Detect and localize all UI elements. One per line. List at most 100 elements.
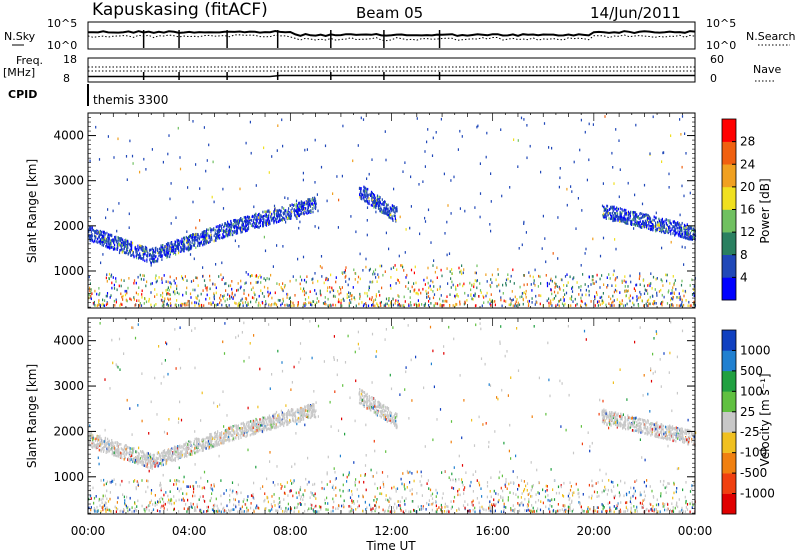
freq-frame <box>87 57 696 83</box>
heatmap-cell <box>481 304 483 308</box>
heatmap-cell <box>649 302 651 306</box>
heatmap-cell <box>382 508 384 512</box>
heatmap-cell <box>398 281 401 284</box>
heatmap-cell <box>197 244 199 248</box>
heatmap-cell <box>232 295 235 299</box>
heatmap-cell <box>615 128 617 131</box>
heatmap-cell <box>552 298 554 301</box>
heatmap-cell <box>418 302 420 306</box>
heatmap-cell <box>429 488 432 492</box>
heatmap-cell <box>438 506 440 509</box>
heatmap-cell <box>342 297 344 301</box>
heatmap-cell <box>125 244 127 247</box>
heatmap-cell <box>684 231 686 234</box>
heatmap-cell <box>686 231 688 235</box>
heatmap-cell <box>301 200 303 204</box>
heatmap-cell <box>128 277 130 280</box>
heatmap-cell <box>203 236 206 239</box>
heatmap-cell <box>593 282 595 285</box>
heatmap-cell <box>218 225 221 229</box>
heatmap-cell <box>424 303 426 307</box>
heatmap-cell <box>486 280 488 283</box>
heatmap-cell <box>247 302 249 306</box>
heatmap-cell <box>636 298 638 301</box>
heatmap-cell <box>135 303 137 307</box>
heatmap-cell <box>204 242 206 246</box>
heatmap-cell <box>553 498 556 501</box>
heatmap-cell <box>623 208 626 212</box>
heatmap-cell <box>521 492 523 495</box>
heatmap-cell <box>215 497 217 501</box>
heatmap-cell <box>178 480 181 483</box>
heatmap-cell <box>275 218 277 221</box>
heatmap-cell <box>115 483 117 486</box>
heatmap-cell <box>139 245 141 249</box>
heatmap-cell <box>431 502 433 506</box>
heatmap-cell <box>621 208 623 211</box>
heatmap-cell <box>686 503 689 506</box>
heatmap-cell <box>491 510 493 513</box>
heatmap-cell <box>678 510 680 514</box>
heatmap-cell <box>332 289 335 292</box>
heatmap-cell <box>665 229 667 233</box>
heatmap-cell <box>244 226 247 230</box>
heatmap-cell <box>639 217 641 220</box>
heatmap-cell <box>384 200 386 204</box>
heatmap-cell <box>270 216 272 220</box>
heatmap-cell <box>692 228 694 231</box>
heatmap-cell <box>144 250 146 253</box>
colorbar-swatch <box>722 164 736 188</box>
heatmap-cell <box>113 287 116 290</box>
heatmap-cell <box>231 223 233 227</box>
heatmap-cell <box>126 291 128 295</box>
heatmap-cell <box>88 236 90 240</box>
heatmap-cell <box>211 303 213 306</box>
heatmap-cell <box>274 219 276 223</box>
heatmap-cell <box>206 228 208 231</box>
heatmap-cell <box>388 506 390 509</box>
heatmap-cell <box>133 281 135 285</box>
heatmap-cell <box>235 491 238 494</box>
heatmap-cell <box>358 480 360 484</box>
heatmap-cell <box>279 504 281 508</box>
heatmap-cell <box>390 267 392 271</box>
heatmap-cell <box>686 508 689 511</box>
heatmap-cell <box>373 199 375 203</box>
heatmap-cell <box>677 221 679 224</box>
heatmap-cell <box>198 485 201 488</box>
heatmap-cell <box>298 226 300 230</box>
heatmap-cell <box>691 506 693 509</box>
heatmap-cell <box>233 508 235 511</box>
heatmap-cell <box>127 242 129 246</box>
heatmap-cell <box>645 484 647 488</box>
heatmap-cell <box>96 232 98 235</box>
heatmap-cell <box>126 495 128 499</box>
heatmap-cell <box>683 227 685 231</box>
heatmap-cell <box>209 235 211 238</box>
heatmap-cell <box>195 276 197 279</box>
heatmap-cell <box>544 490 547 493</box>
heatmap-cell <box>307 206 309 209</box>
heatmap-cell <box>227 293 229 296</box>
heatmap-cell <box>379 203 381 206</box>
heatmap-cell <box>674 228 676 232</box>
heatmap-cell <box>601 295 603 299</box>
heatmap-cell <box>295 199 298 203</box>
heatmap-cell <box>181 304 183 307</box>
heatmap-cell <box>670 298 672 302</box>
heatmap-cell <box>478 501 480 505</box>
heatmap-cell <box>610 206 612 209</box>
heatmap-cell <box>215 304 217 307</box>
heatmap-cell <box>143 508 145 511</box>
heatmap-cell <box>161 304 163 308</box>
heatmap-cell <box>502 496 504 500</box>
heatmap-cell <box>141 293 143 296</box>
heatmap-cell <box>229 223 231 227</box>
heatmap-cell <box>163 251 165 254</box>
heatmap-cell <box>411 500 413 503</box>
heatmap-cell <box>106 280 108 283</box>
heatmap-cell <box>290 507 292 510</box>
heatmap-cell <box>542 214 544 218</box>
heatmap-cell <box>226 230 228 234</box>
heatmap-cell <box>90 228 92 232</box>
